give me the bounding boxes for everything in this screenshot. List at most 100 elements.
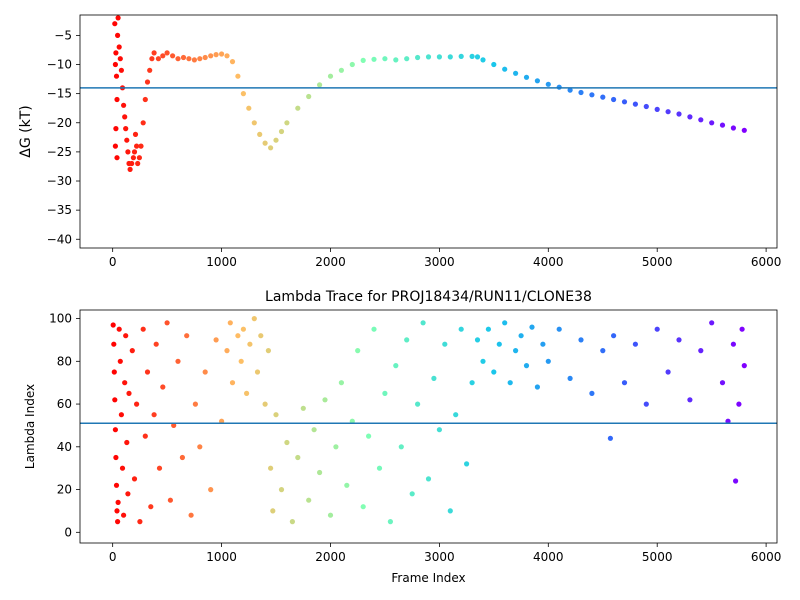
data-point [496, 341, 502, 347]
data-point [180, 54, 187, 61]
y-tick-label: 0 [64, 525, 72, 539]
data-point [115, 32, 121, 39]
data-point [513, 348, 519, 354]
data-point [300, 405, 306, 411]
data-point [144, 369, 151, 375]
data-point [160, 384, 166, 390]
data-point [338, 67, 344, 73]
data-point [709, 120, 715, 126]
data-point [676, 111, 682, 117]
data-point [632, 341, 639, 347]
data-point [736, 401, 742, 407]
data-point [600, 94, 606, 100]
data-point [327, 73, 334, 79]
data-point [523, 363, 530, 369]
data-point [112, 143, 118, 149]
data-point [111, 341, 117, 347]
data-point [147, 67, 153, 73]
data-point [268, 145, 274, 151]
data-point [284, 439, 290, 446]
data-point [136, 155, 142, 161]
data-point [202, 369, 208, 375]
data-point [371, 56, 377, 62]
data-point [741, 363, 747, 369]
data-point [420, 320, 426, 326]
lambda-y-ticks: 0 20 40 60 80 100 [49, 312, 80, 539]
data-point [235, 73, 241, 79]
data-point [654, 106, 660, 112]
data-point [376, 465, 383, 471]
data-point [534, 78, 541, 84]
data-point [113, 50, 119, 56]
data-point [140, 120, 146, 126]
x-tick-label: 4000 [533, 255, 564, 269]
data-point [311, 427, 317, 433]
data-point [447, 54, 453, 60]
data-point [327, 512, 334, 518]
x-tick-label: 3000 [424, 255, 455, 269]
data-point [115, 499, 121, 505]
data-point [730, 341, 737, 347]
lambda-points [110, 316, 747, 525]
data-point [138, 143, 144, 149]
x-tick-label: 1000 [206, 550, 237, 564]
data-point [338, 380, 344, 386]
data-point [197, 56, 203, 62]
data-point [121, 102, 127, 108]
data-point [458, 326, 464, 332]
data-point [387, 519, 393, 525]
data-point [122, 114, 128, 120]
data-point [202, 54, 208, 61]
delta-g-points [112, 15, 747, 172]
data-point [698, 117, 704, 123]
x-tick-label: 5000 [642, 255, 673, 269]
data-point [131, 149, 138, 155]
data-point [393, 363, 399, 369]
data-point [151, 412, 157, 418]
data-point [142, 433, 148, 439]
data-point [453, 412, 459, 418]
data-point [725, 418, 731, 424]
data-point [317, 469, 323, 476]
data-point [545, 81, 551, 87]
data-point [111, 369, 117, 375]
lambda-trace-panel: 0 1000 2000 3000 4000 5000 6000 0 20 40 60 80 100 L… [23, 289, 781, 585]
lambda-x-ticks: 0 1000 2000 3000 4000 5000 6000 [109, 543, 781, 564]
data-point [118, 412, 124, 418]
data-point [129, 348, 135, 354]
data-point [123, 333, 129, 339]
data-point [213, 52, 219, 58]
data-point [114, 508, 120, 514]
data-point [567, 375, 573, 381]
data-point [192, 401, 198, 407]
y-tick-label: 60 [57, 397, 72, 411]
y-tick-label: 80 [57, 354, 72, 368]
data-point [126, 390, 132, 396]
data-point [733, 478, 739, 484]
data-point [114, 155, 120, 161]
y-tick-label: −20 [47, 116, 72, 130]
data-point [709, 320, 715, 326]
data-point [135, 160, 141, 167]
data-point [149, 56, 155, 62]
data-point [431, 375, 437, 381]
data-point [171, 422, 177, 428]
data-point [529, 324, 535, 330]
data-point [117, 56, 123, 62]
data-point [132, 131, 139, 137]
data-point [654, 326, 660, 332]
data-point [464, 461, 470, 467]
data-point [360, 57, 366, 64]
data-point [227, 320, 233, 326]
data-point [404, 337, 410, 343]
data-point [284, 120, 290, 126]
data-point [589, 92, 595, 98]
data-point [238, 358, 244, 364]
lambda-y-axis-label: Lambda Index [23, 384, 37, 469]
data-point [567, 87, 573, 93]
data-point [137, 519, 143, 525]
x-tick-label: 0 [109, 550, 117, 564]
data-point [122, 380, 128, 386]
data-point [186, 56, 192, 62]
data-point [360, 504, 366, 510]
